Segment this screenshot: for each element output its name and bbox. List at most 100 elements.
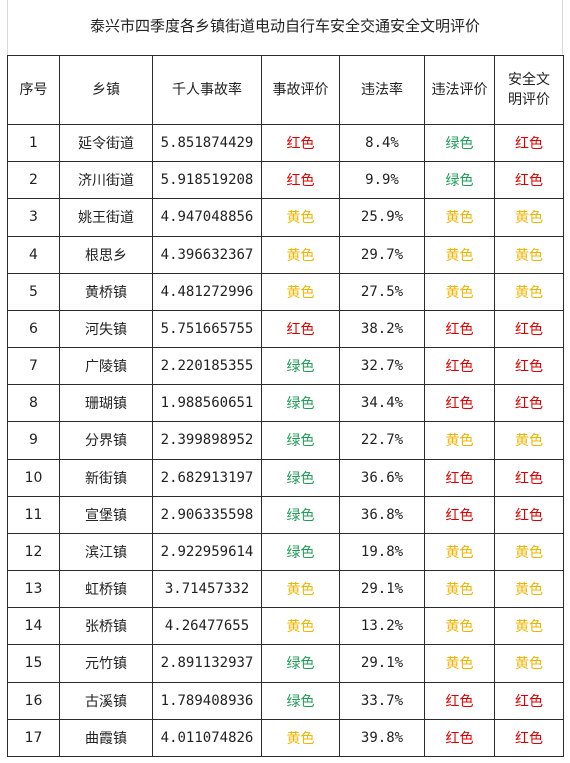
- accident-rating: 绿色: [261, 458, 340, 497]
- violation-rate: 36.8%: [339, 495, 425, 534]
- violation-rating: 黄色: [424, 607, 495, 646]
- accident-rating: 黄色: [261, 718, 340, 758]
- header-index: 序号: [7, 55, 60, 125]
- town-name: 广陵镇: [59, 347, 153, 386]
- safety-rating: 黄色: [494, 272, 564, 311]
- header-accident-rating: 事故评价: [261, 55, 340, 125]
- violation-rate: 29.7%: [339, 235, 425, 274]
- town-name: 新街镇: [59, 458, 153, 497]
- accident-rate: 5.751665755: [152, 309, 262, 349]
- table-row: 7 广陵镇 2.220185355 绿色 32.7% 红色 红色: [7, 347, 564, 386]
- accident-rating: 黄色: [261, 570, 340, 609]
- town-name: 珊瑚镇: [59, 384, 153, 423]
- town-name: 古溪镇: [59, 681, 153, 720]
- town-name: 姚王街道: [59, 198, 153, 237]
- violation-rating: 绿色: [424, 123, 495, 163]
- town-name: 分界镇: [59, 421, 153, 460]
- accident-rate: 4.947048856: [152, 198, 262, 237]
- accident-rate: 4.011074826: [152, 718, 262, 758]
- violation-rating: 黄色: [424, 570, 495, 609]
- table-row: 3 姚王街道 4.947048856 黄色 25.9% 黄色 黄色: [7, 198, 564, 237]
- violation-rating: 黄色: [424, 644, 495, 683]
- row-index: 11: [7, 495, 60, 534]
- table-row: 6 河失镇 5.751665755 红色 38.2% 红色 红色: [7, 309, 564, 349]
- accident-rate: 2.399898952: [152, 421, 262, 460]
- violation-rating: 红色: [424, 309, 495, 349]
- row-index: 10: [7, 458, 60, 497]
- accident-rating: 黄色: [261, 607, 340, 646]
- row-index: 8: [7, 384, 60, 423]
- town-name: 曲霞镇: [59, 718, 153, 758]
- safety-rating: 黄色: [494, 421, 564, 460]
- accident-rate: 4.481272996: [152, 272, 262, 311]
- violation-rating: 黄色: [424, 198, 495, 237]
- safety-rating: 红色: [494, 347, 564, 386]
- safety-rating: 红色: [494, 123, 564, 163]
- row-index: 2: [7, 161, 60, 200]
- safety-rating: 红色: [494, 458, 564, 497]
- table-row: 1 延令街道 5.851874429 红色 8.4% 绿色 红色: [7, 123, 564, 163]
- accident-rate: 1.988560651: [152, 384, 262, 423]
- accident-rate: 5.851874429: [152, 123, 262, 163]
- violation-rate: 39.8%: [339, 718, 425, 758]
- violation-rate: 8.4%: [339, 123, 425, 163]
- header-violation-rating: 违法评价: [424, 55, 495, 125]
- violation-rate: 34.4%: [339, 384, 425, 423]
- town-name: 河失镇: [59, 309, 153, 349]
- safety-rating: 黄色: [494, 607, 564, 646]
- violation-rate: 13.2%: [339, 607, 425, 646]
- evaluation-table: 序号 乡镇 千人事故率 事故评价 违法率 违法评价 安全文明评价 1 延令街道 5.…: [7, 55, 564, 758]
- table-row: 14 张桥镇 4.26477655 黄色 13.2% 黄色 黄色: [7, 607, 564, 646]
- violation-rate: 36.6%: [339, 458, 425, 497]
- row-index: 5: [7, 272, 60, 311]
- safety-rating: 黄色: [494, 644, 564, 683]
- table-row: 10 新街镇 2.682913197 绿色 36.6% 红色 红色: [7, 458, 564, 497]
- row-index: 4: [7, 235, 60, 274]
- row-index: 7: [7, 347, 60, 386]
- violation-rate: 25.9%: [339, 198, 425, 237]
- page-title: 泰兴市四季度各乡镇街道电动自行车安全交通安全文明评价: [89, 17, 480, 35]
- town-name: 虹桥镇: [59, 570, 153, 609]
- safety-rating: 黄色: [494, 570, 564, 609]
- row-index: 13: [7, 570, 60, 609]
- title-cell-border: [7, 0, 563, 55]
- violation-rating: 黄色: [424, 235, 495, 274]
- accident-rating: 绿色: [261, 347, 340, 386]
- table-row: 11 宣堡镇 2.906335598 绿色 36.8% 红色 红色: [7, 495, 564, 534]
- row-index: 12: [7, 532, 60, 572]
- violation-rating: 红色: [424, 458, 495, 497]
- accident-rating: 黄色: [261, 272, 340, 311]
- safety-rating: 黄色: [494, 532, 564, 572]
- accident-rating: 黄色: [261, 198, 340, 237]
- header-row: 序号 乡镇 千人事故率 事故评价 违法率 违法评价 安全文明评价: [7, 55, 564, 125]
- row-index: 9: [7, 421, 60, 460]
- table-row: 17 曲霞镇 4.011074826 黄色 39.8% 红色 红色: [7, 718, 564, 758]
- safety-rating: 黄色: [494, 235, 564, 274]
- violation-rating: 黄色: [424, 532, 495, 572]
- row-index: 6: [7, 309, 60, 349]
- table-row: 13 虹桥镇 3.71457332 黄色 29.1% 黄色 黄色: [7, 570, 564, 609]
- violation-rating: 红色: [424, 718, 495, 758]
- accident-rate: 5.918519208: [152, 161, 262, 200]
- accident-rating: 红色: [261, 309, 340, 349]
- row-index: 16: [7, 681, 60, 720]
- table-body: 1 延令街道 5.851874429 红色 8.4% 绿色 红色 2 济川街道 5.9185192…: [7, 123, 564, 758]
- town-name: 根思乡: [59, 235, 153, 274]
- violation-rating: 红色: [424, 495, 495, 534]
- violation-rate: 29.1%: [339, 644, 425, 683]
- row-index: 14: [7, 607, 60, 646]
- violation-rating: 黄色: [424, 421, 495, 460]
- safety-rating: 红色: [494, 681, 564, 720]
- accident-rating: 黄色: [261, 235, 340, 274]
- accident-rating: 绿色: [261, 644, 340, 683]
- town-name: 宣堡镇: [59, 495, 153, 534]
- violation-rate: 38.2%: [339, 309, 425, 349]
- violation-rate: 32.7%: [339, 347, 425, 386]
- violation-rate: 27.5%: [339, 272, 425, 311]
- violation-rate: 29.1%: [339, 570, 425, 609]
- accident-rating: 绿色: [261, 681, 340, 720]
- violation-rating: 红色: [424, 347, 495, 386]
- safety-rating: 红色: [494, 495, 564, 534]
- accident-rate: 4.26477655: [152, 607, 262, 646]
- accident-rate: 4.396632367: [152, 235, 262, 274]
